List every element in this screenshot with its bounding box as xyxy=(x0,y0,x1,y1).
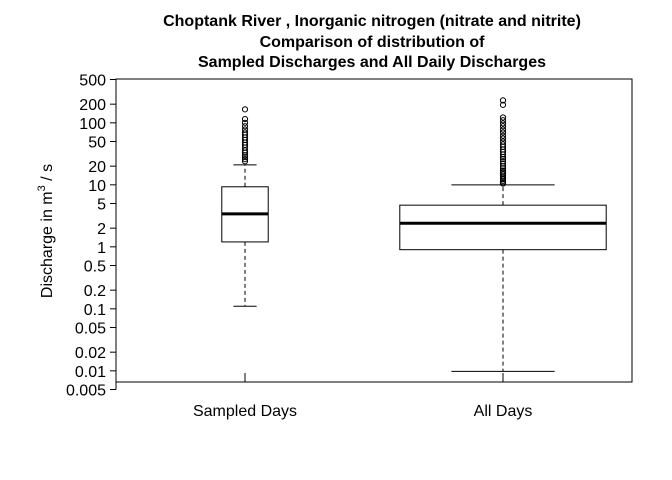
x-tick-label: All Days xyxy=(474,403,533,420)
outlier-point xyxy=(241,126,249,133)
y-tick-label: 0.01 xyxy=(75,364,106,381)
y-axis-label: Discharge in m3 / s xyxy=(36,164,56,298)
outlier-point xyxy=(499,123,507,130)
y-tick-label: 0.02 xyxy=(75,345,106,362)
outlier-point xyxy=(499,101,507,108)
outlier-point xyxy=(241,156,249,163)
outlier-point xyxy=(499,167,507,174)
y-tick-label: 100 xyxy=(79,116,106,133)
outlier-point xyxy=(499,135,507,142)
y-tick-label: 0.1 xyxy=(84,302,106,319)
chart-title-line-3: Sampled Discharges and All Daily Dischar… xyxy=(198,54,546,71)
outlier-point xyxy=(499,138,507,145)
y-tick-label: 500 xyxy=(79,73,106,90)
outlier-point xyxy=(499,120,507,127)
box-2 xyxy=(399,97,607,372)
outlier-point xyxy=(499,132,507,139)
y-tick-label: 2 xyxy=(97,221,106,238)
y-tick-label: 0.05 xyxy=(75,321,106,338)
y-tick-label: 20 xyxy=(88,159,106,176)
y-tick-label: 50 xyxy=(88,135,106,152)
chart-title-line-1: Choptank River , Inorganic nitrogen (nit… xyxy=(163,13,581,30)
outlier-point xyxy=(241,154,249,161)
outlier-point xyxy=(241,106,249,113)
outlier-point xyxy=(499,117,507,124)
outlier-point xyxy=(499,129,507,136)
boxes xyxy=(221,97,607,372)
outlier-point xyxy=(241,119,249,126)
outlier-point xyxy=(499,165,507,172)
x-axis: Sampled Days All Days xyxy=(193,373,532,420)
outlier-point xyxy=(499,141,507,148)
outlier-point xyxy=(499,97,507,104)
y-tick-label: 0.005 xyxy=(66,383,106,400)
y-axis-label-prefix: Discharge in m xyxy=(39,191,56,298)
outlier-point xyxy=(241,115,249,123)
outlier-point xyxy=(241,123,249,130)
box-1 xyxy=(221,106,269,307)
x-tick-label: Sampled Days xyxy=(193,403,297,420)
iqr-box xyxy=(399,204,607,251)
chart-title-line-2: Comparison of distribution of xyxy=(260,34,486,51)
y-tick-label: 1 xyxy=(97,240,106,257)
outlier-point xyxy=(499,160,507,167)
outlier-point xyxy=(241,129,249,136)
outlier-point xyxy=(241,158,249,165)
y-tick-label: 10 xyxy=(88,178,106,195)
y-axis-label-sup: 3 xyxy=(36,185,48,191)
y-tick-label: 0.2 xyxy=(84,283,106,300)
y-axis-label-suffix: / s xyxy=(39,164,56,185)
chart-title: Choptank River , Inorganic nitrogen (nit… xyxy=(163,13,581,71)
outlier-point xyxy=(499,114,507,121)
y-axis: 0.005 0.01 0.02 0.05 0.1 0.2 0.5 1 2 5 10 20 50 100 20… xyxy=(66,73,117,400)
y-tick-label: 200 xyxy=(79,97,106,114)
outlier-point xyxy=(499,126,507,133)
y-tick-label: 0.5 xyxy=(84,259,106,276)
y-tick-label: 5 xyxy=(97,197,106,214)
outlier-point xyxy=(499,158,507,165)
